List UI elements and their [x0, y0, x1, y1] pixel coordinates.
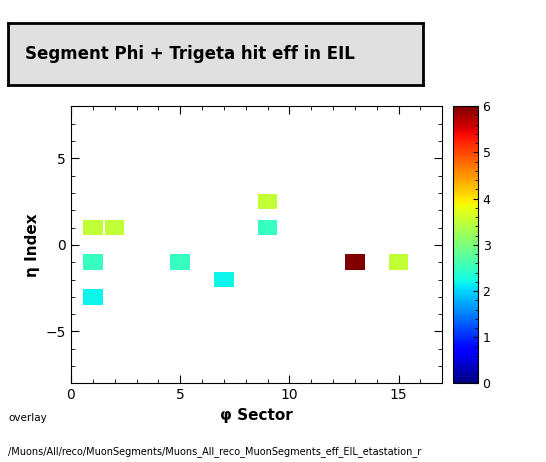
Bar [389, 255, 408, 270]
Bar [83, 220, 103, 235]
Bar [214, 272, 234, 287]
Bar [83, 255, 103, 270]
Bar [105, 220, 124, 235]
Bar [258, 194, 277, 209]
Bar [83, 289, 103, 304]
Text: Segment Phi + Trigeta hit eff in EIL: Segment Phi + Trigeta hit eff in EIL [25, 45, 355, 63]
Bar [170, 255, 190, 270]
Text: /Muons/All/reco/MuonSegments/Muons_All_reco_MuonSegments_eff_EIL_etastation_r: /Muons/All/reco/MuonSegments/Muons_All_r… [8, 446, 422, 457]
Text: overlay: overlay [8, 413, 47, 423]
X-axis label: φ Sector: φ Sector [220, 408, 293, 423]
Y-axis label: η Index: η Index [25, 213, 40, 277]
Bar [345, 255, 365, 270]
Bar [258, 220, 277, 235]
